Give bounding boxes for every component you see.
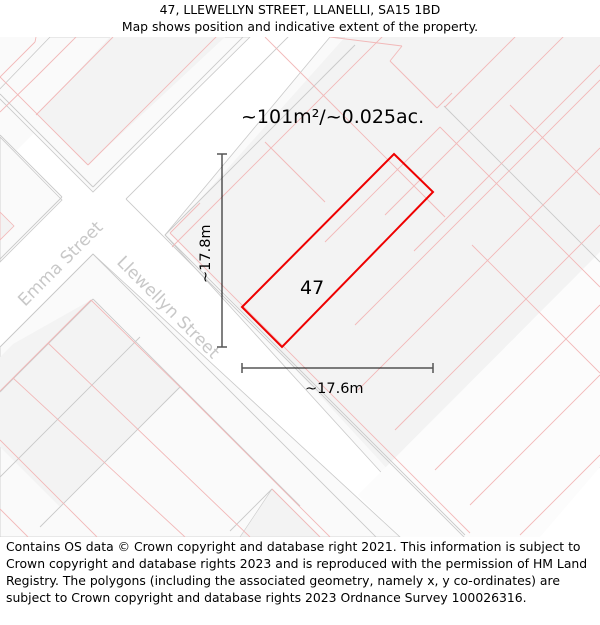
- map-canvas: Emma Street Llewellyn Street ~101m²/~0.0…: [0, 37, 600, 537]
- vertical-dimension-label: ~17.8m: [198, 224, 214, 283]
- map-subtitle: Map shows position and indicative extent…: [121, 19, 479, 34]
- horizontal-dimension-label: ~17.6m: [305, 381, 364, 397]
- block-top-center-inner: [37, 37, 225, 165]
- horizontal-dimension: [241, 363, 434, 373]
- property-outline[interactable]: [240, 152, 435, 349]
- map-header: 47, LLEWELLYN STREET, LLANELLI, SA15 1BD…: [0, 0, 600, 38]
- area-label: ~101m²/~0.025ac.: [241, 106, 424, 128]
- vertical-dimension: [217, 153, 227, 348]
- rear-yards: [358, 106, 600, 537]
- block-south-west-inner: [0, 300, 180, 507]
- map-blocks: [0, 37, 600, 537]
- block-left-inner: [0, 211, 15, 241]
- property-address: 47, LLEWELLYN STREET, LLANELLI, SA15 1BD: [159, 2, 441, 17]
- copyright-attribution: Contains OS data © Crown copyright and d…: [6, 539, 588, 605]
- block-left: [0, 136, 63, 263]
- property-number-label: 47: [300, 277, 324, 299]
- property-map[interactable]: Emma Street Llewellyn Street ~101m²/~0.0…: [0, 37, 600, 537]
